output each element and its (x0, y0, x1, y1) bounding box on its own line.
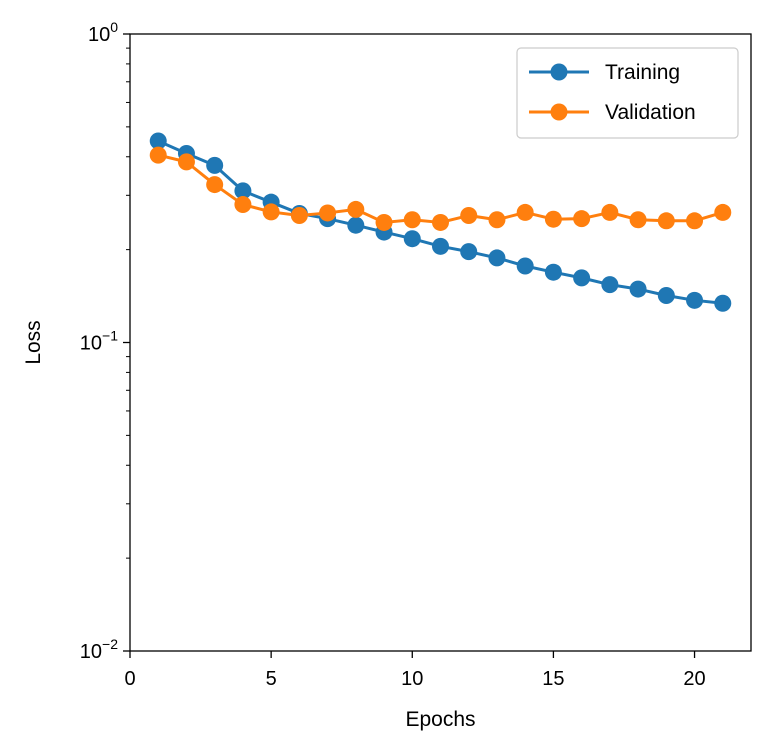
data-point (206, 176, 224, 194)
series-validation (149, 146, 732, 231)
data-point (460, 243, 478, 261)
y-tick-label: 100 (88, 19, 118, 46)
data-point (657, 287, 675, 305)
y-tick-exponent: −1 (102, 328, 118, 344)
y-tick-base: 10 (80, 333, 102, 355)
legend-label: Validation (605, 101, 696, 124)
data-point (403, 211, 421, 229)
data-point (403, 230, 421, 248)
data-point (149, 146, 167, 164)
data-point (714, 203, 732, 221)
legend-label: Training (605, 61, 680, 84)
data-point (629, 280, 647, 298)
x-tick-label: 10 (401, 668, 423, 690)
x-tick-label: 5 (266, 668, 277, 690)
y-axis-label: Loss (22, 320, 45, 364)
data-point (177, 153, 195, 171)
y-tick-exponent: −2 (102, 636, 118, 652)
legend-item-training: Training (529, 61, 680, 84)
data-point (290, 207, 308, 225)
data-point (206, 156, 224, 174)
data-point (573, 269, 591, 287)
legend-marker (550, 103, 568, 121)
data-point (488, 211, 506, 229)
data-point (234, 196, 252, 214)
data-point (544, 263, 562, 281)
data-point (516, 203, 534, 221)
y-tick-label: 10−2 (80, 636, 118, 663)
series-layer (149, 132, 732, 312)
x-axis-ticks: 0 5 10 15 20 (124, 651, 706, 690)
legend-marker (550, 63, 568, 81)
data-point (573, 210, 591, 228)
data-point (601, 203, 619, 221)
y-tick-base: 10 (88, 24, 110, 46)
data-point (460, 207, 478, 225)
x-tick-label: 20 (683, 668, 705, 690)
data-point (432, 237, 449, 255)
data-point (347, 216, 365, 234)
data-point (686, 291, 704, 309)
x-tick-label: 0 (124, 668, 135, 690)
data-point (432, 213, 449, 231)
data-point (262, 203, 280, 221)
data-point (488, 249, 506, 267)
data-point (629, 211, 647, 229)
data-point (149, 132, 167, 150)
x-axis-label: Epochs (405, 708, 475, 731)
x-tick-label: 15 (542, 668, 564, 690)
data-point (544, 210, 562, 228)
data-point (686, 212, 704, 230)
data-point (319, 204, 337, 222)
legend: Training Validation (516, 47, 739, 139)
data-point (375, 213, 393, 231)
data-point (516, 257, 534, 275)
data-point (347, 200, 365, 218)
data-point (657, 212, 675, 230)
legend-item-validation: Validation (529, 101, 696, 124)
y-tick-label: 10−1 (80, 328, 118, 355)
data-point (234, 182, 252, 200)
data-point (714, 294, 732, 312)
y-tick-exponent: 0 (110, 19, 118, 35)
data-point (601, 276, 619, 294)
y-tick-base: 10 (80, 641, 102, 663)
